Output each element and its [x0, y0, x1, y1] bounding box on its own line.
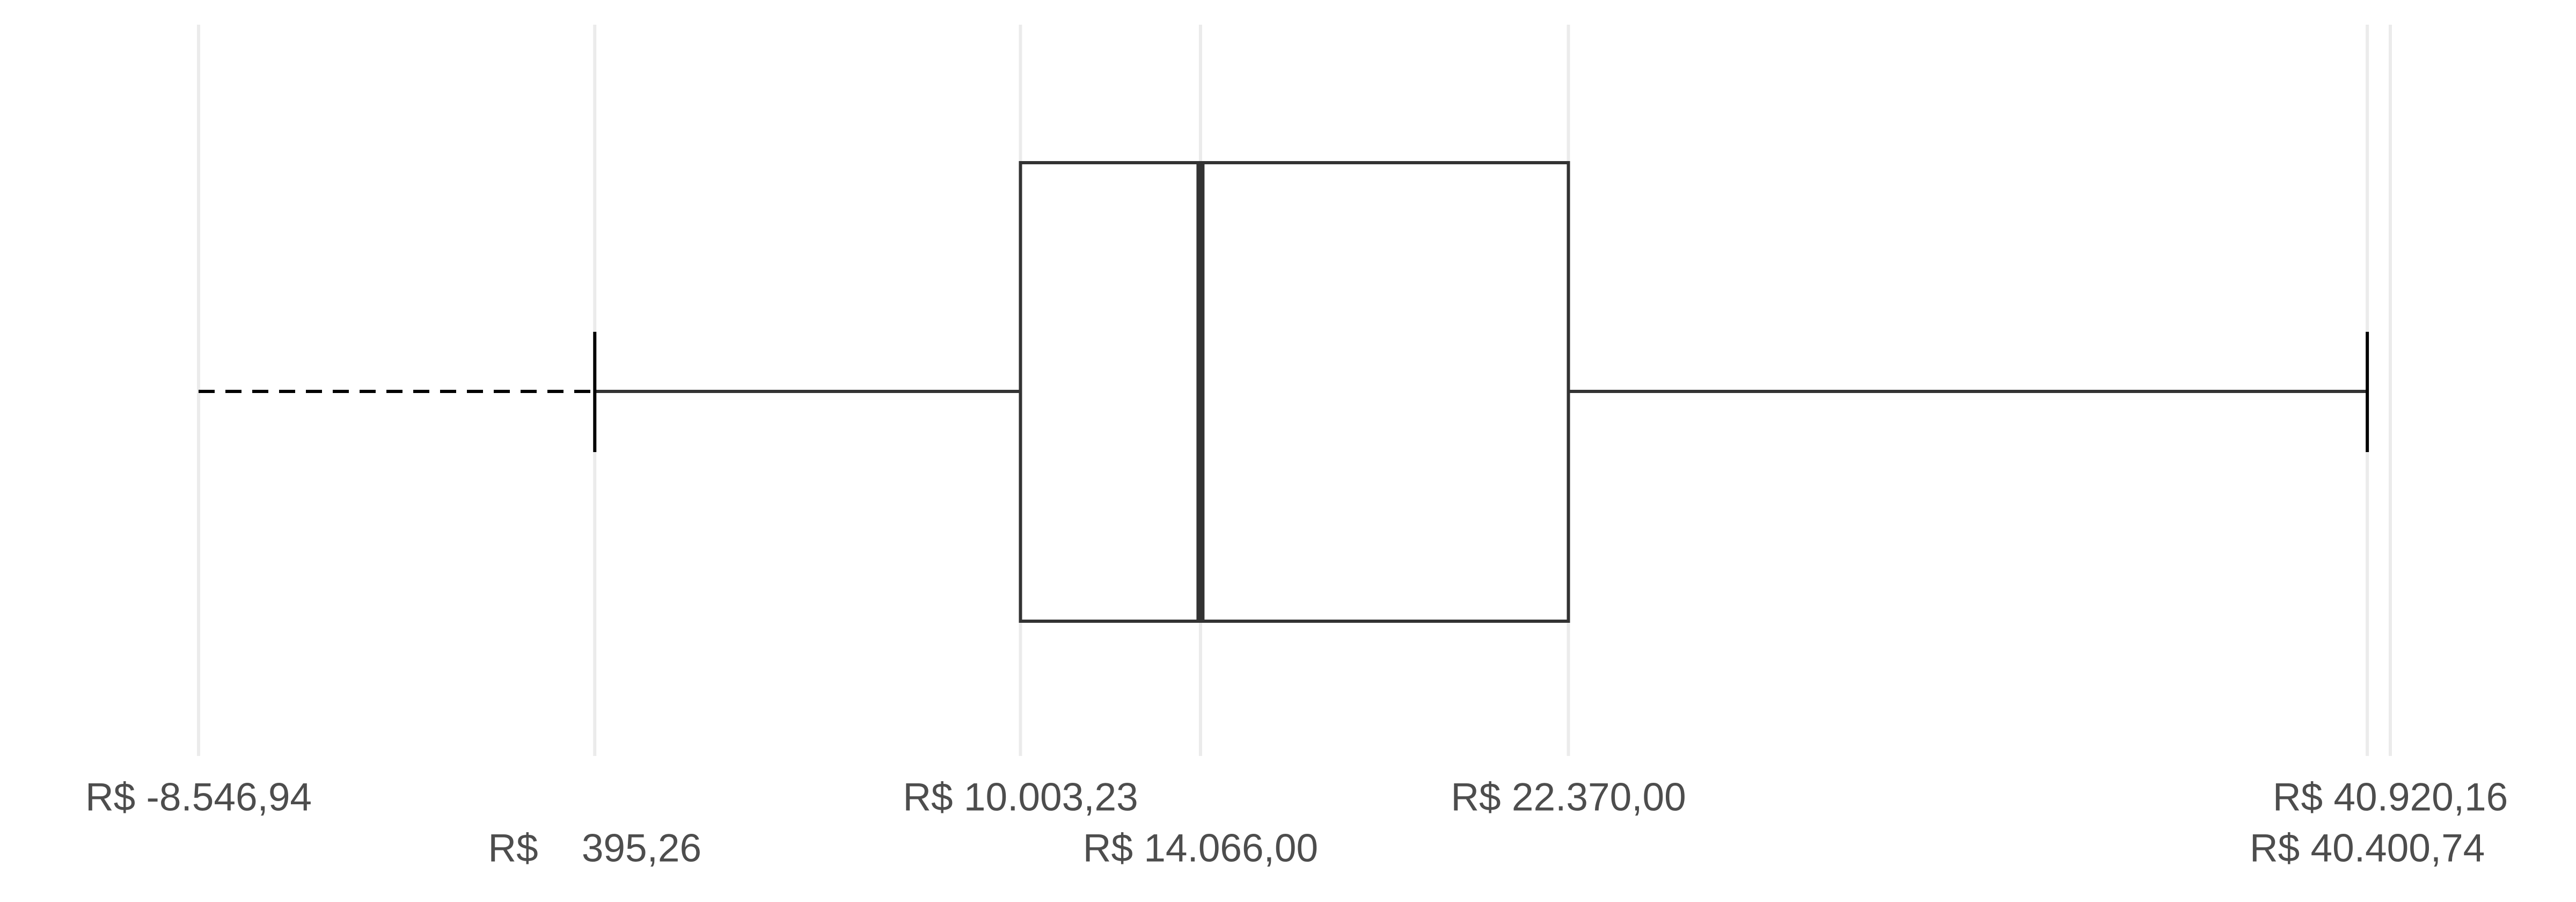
x-tick-label: R$ 22.370,00 — [1451, 775, 1686, 819]
x-tick-label: R$ 40.400,74 — [2250, 826, 2485, 870]
x-tick-label: R$ -8.546,94 — [85, 775, 312, 819]
x-tick-label: R$ 10.003,23 — [903, 775, 1138, 819]
box — [1019, 161, 1570, 623]
x-tick-label: R$ 395,26 — [488, 826, 701, 870]
x-tick-label: R$ 40.920,16 — [2273, 775, 2508, 819]
x-tick-label: R$ 14.066,00 — [1083, 826, 1318, 870]
